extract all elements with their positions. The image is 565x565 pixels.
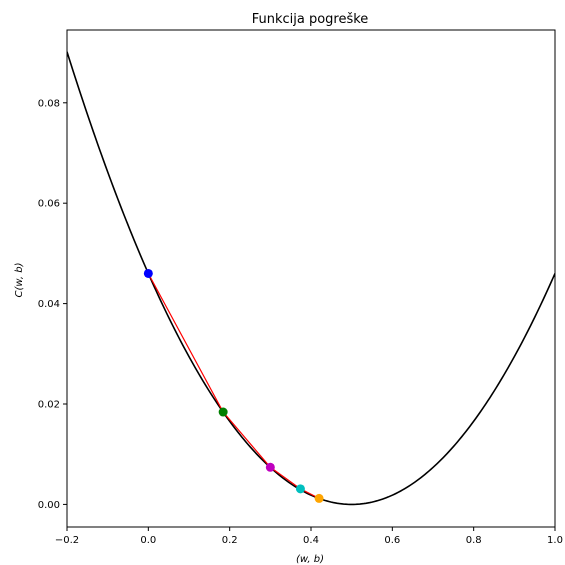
- descent-point-2: [218, 407, 228, 417]
- y-tick-label: 0.06: [38, 199, 60, 210]
- y-tick-label: 0.04: [38, 299, 60, 310]
- descent-step-line: [222, 411, 271, 468]
- x-tick-label: 0.6: [384, 535, 400, 546]
- cost-curve: [67, 51, 555, 506]
- y-axis-label: C(w, b): [14, 262, 25, 297]
- descent-point-3: [265, 462, 275, 472]
- plot-area: −0.2 0.0 0.2 0.4 0.6 0.8 1.0 0.00 0.02 0.04 0.06 0.…: [38, 29, 563, 546]
- chart-title: Funkcija pogreške: [252, 12, 369, 27]
- x-axis-label: (w, b): [296, 554, 324, 565]
- y-tick-label: 0.02: [38, 400, 60, 411]
- x-tick-label: 0.2: [222, 535, 238, 546]
- plot-frame: [66, 29, 556, 528]
- descent-point-4: [295, 484, 305, 494]
- y-tick-label: 0.08: [38, 98, 60, 109]
- descent-step-line: [147, 273, 224, 413]
- x-tick-label: 1.0: [547, 535, 563, 546]
- y-tick-label: 0.00: [38, 500, 60, 511]
- x-tick-label: −0.2: [55, 535, 79, 546]
- x-tick-label: 0.0: [140, 535, 156, 546]
- descent-step-line: [269, 466, 301, 490]
- x-tick-label: 0.8: [466, 535, 482, 546]
- descent-point-5: [314, 493, 324, 503]
- x-tick-label: 0.4: [303, 535, 319, 546]
- descent-point-1: [143, 268, 153, 278]
